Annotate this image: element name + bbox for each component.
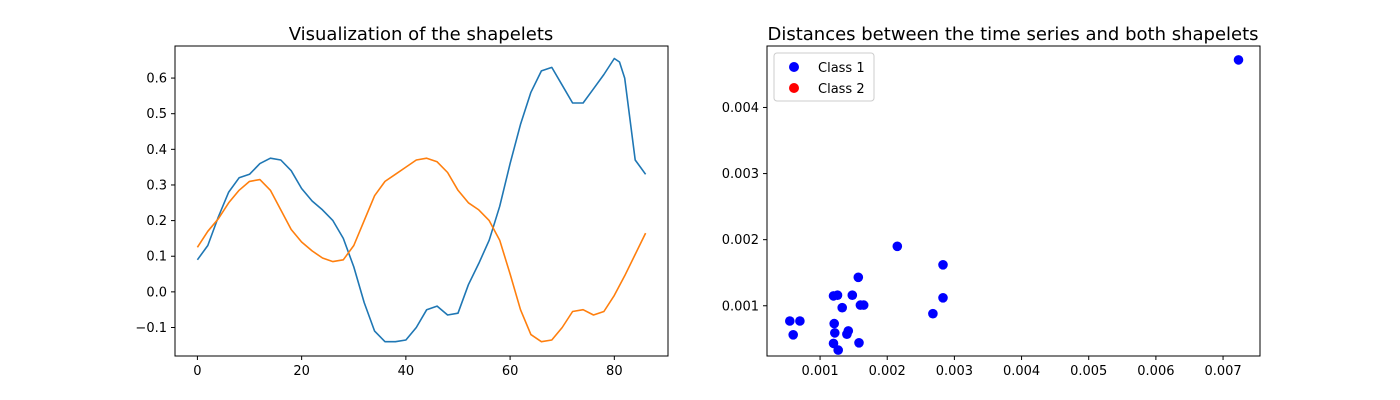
y-tick-label: 0.0 <box>146 285 167 300</box>
y-tick-label: 0.004 <box>722 101 759 116</box>
y-axis-ticks: 0.001 0.002 0.003 0.004 <box>722 101 767 314</box>
y-tick-label: 0.001 <box>722 299 759 314</box>
series-lines <box>196 57 647 343</box>
series-line-2 <box>196 157 647 343</box>
x-tick-label: 0.006 <box>1137 364 1174 379</box>
x-tick-label: 80 <box>606 364 623 379</box>
scatter-point-class-1 <box>938 293 948 303</box>
legend-box <box>773 52 875 102</box>
scatter-point-class-1 <box>928 308 938 319</box>
scatter-point-class-1 <box>833 345 843 355</box>
x-axis-ticks: 0 20 40 60 80 <box>193 356 623 379</box>
scatter-points <box>785 55 1244 355</box>
x-tick-label: 0.001 <box>801 364 838 379</box>
x-tick-label: 40 <box>398 364 415 379</box>
scatter-point-class-1 <box>788 330 798 340</box>
y-tick-label: 0.002 <box>722 233 759 248</box>
x-tick-label: 0.002 <box>869 364 906 379</box>
y-tick-label: 0.4 <box>146 143 167 158</box>
scatter-point-class-1 <box>785 316 795 326</box>
y-tick-label: 0.5 <box>146 107 167 122</box>
x-axis-ticks: 0.001 0.002 0.003 0.004 0.005 0.006 0.007 <box>801 356 1242 379</box>
plot-frame <box>766 45 1261 357</box>
scatter-point-class-1 <box>847 290 858 301</box>
scatter-point-class-1 <box>828 338 839 349</box>
legend-marker-class-1 <box>789 62 799 72</box>
x-tick-label: 0.003 <box>936 364 973 379</box>
y-axis-ticks: −0.1 0.0 0.1 0.2 0.3 0.4 0.5 0.6 <box>135 72 175 336</box>
legend-marker-class-2 <box>789 83 799 93</box>
legend-label-class-2: Class 2 <box>818 82 865 97</box>
scatter-point-class-1 <box>843 326 854 336</box>
x-tick-label: 0.005 <box>1070 364 1107 379</box>
series-line-1 <box>196 57 647 343</box>
x-tick-label: 20 <box>293 364 310 379</box>
y-tick-label: 0.3 <box>146 178 167 193</box>
y-tick-label: −0.1 <box>135 321 167 336</box>
x-tick-label: 0 <box>193 364 201 379</box>
scatter-point-class-1 <box>854 338 864 348</box>
y-tick-label: 0.1 <box>146 250 167 265</box>
scatter-point-class-1 <box>858 300 869 310</box>
x-tick-label: 60 <box>502 364 519 379</box>
y-tick-label: 0.2 <box>146 214 167 229</box>
scatter-point-class-1 <box>832 290 843 301</box>
x-tick-label: 0.007 <box>1204 364 1241 379</box>
scatter-point-class-1 <box>892 241 903 252</box>
distances-scatter-chart: Distances between the time series and bo… <box>722 24 1261 379</box>
scatter-point-class-1 <box>938 260 948 270</box>
scatter-point-class-1 <box>829 318 839 329</box>
scatter-point-class-1 <box>795 316 805 326</box>
chart-title: Distances between the time series and bo… <box>767 24 1258 45</box>
plot-frame <box>174 45 669 357</box>
y-tick-label: 0.6 <box>146 72 167 87</box>
y-tick-label: 0.003 <box>722 167 759 182</box>
scatter-point-class-1 <box>837 302 847 313</box>
shapelets-line-chart: Visualization of the shapelets 0 20 40 60 80… <box>135 24 669 379</box>
scatter-point-class-1 <box>853 272 864 283</box>
legend-label-class-1: Class 1 <box>818 61 865 76</box>
chart-title: Visualization of the shapelets <box>289 24 554 45</box>
x-tick-label: 0.004 <box>1003 364 1040 379</box>
scatter-point-class-1 <box>830 328 840 338</box>
legend: Class 1 Class 2 <box>773 52 875 102</box>
scatter-point-class-1 <box>1233 55 1244 65</box>
